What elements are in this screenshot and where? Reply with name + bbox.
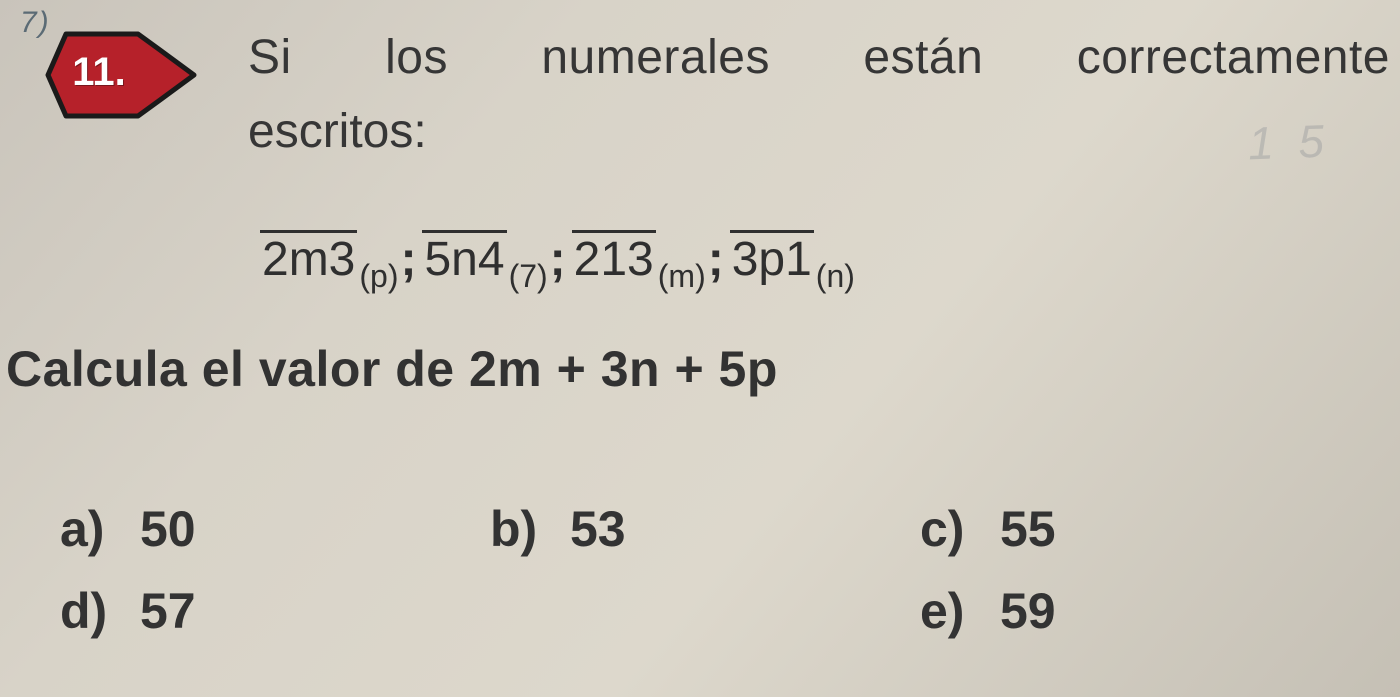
instruction-line: Calcula el valor de 2m + 3n + 5p bbox=[6, 340, 778, 398]
numeral-4: 3p1 (n) bbox=[730, 230, 855, 285]
prompt-line-2: escritos: bbox=[248, 104, 427, 159]
question-number-badge: 11. bbox=[42, 26, 198, 124]
numeral-body: 5n4 bbox=[422, 230, 506, 285]
separator: ; bbox=[548, 232, 572, 287]
option-e[interactable]: e) 59 bbox=[920, 582, 1350, 652]
option-value: 57 bbox=[140, 582, 196, 640]
option-letter: c) bbox=[920, 500, 974, 558]
option-letter: b) bbox=[490, 500, 544, 558]
option-letter: e) bbox=[920, 582, 974, 640]
option-value: 59 bbox=[1000, 582, 1056, 640]
numeral-sub: (n) bbox=[816, 258, 855, 295]
numeral-1: 2m3 (p) bbox=[260, 230, 398, 285]
numeral-sub: (7) bbox=[509, 258, 548, 295]
pencil-scribble: 1 5 bbox=[1247, 114, 1331, 171]
numeral-3: 213 (m) bbox=[572, 230, 706, 285]
question-number: 11. bbox=[42, 26, 156, 116]
numeral-body: 3p1 bbox=[730, 230, 814, 285]
exercise-page: 7) 11. Si los numerales están correctame… bbox=[0, 0, 1400, 697]
numeral-body: 2m3 bbox=[260, 230, 357, 285]
numerals-row: 2m3 (p) ; 5n4 (7) ; 213 (m) ; 3p1 (n) bbox=[260, 230, 855, 287]
option-a[interactable]: a) 50 bbox=[60, 500, 490, 570]
numeral-sub: (m) bbox=[658, 258, 706, 295]
option-letter: a) bbox=[60, 500, 114, 558]
option-letter: d) bbox=[60, 582, 114, 640]
prompt-word: están bbox=[863, 30, 983, 85]
option-value: 53 bbox=[570, 500, 626, 558]
prompt-word: correctamente bbox=[1077, 30, 1390, 85]
prompt-line-1: Si los numerales están correctamente bbox=[248, 30, 1390, 85]
prompt-word: Si bbox=[248, 30, 292, 85]
answer-options: a) 50 b) 53 c) 55 d) 57 e) 59 bbox=[60, 500, 1360, 652]
numeral-2: 5n4 (7) bbox=[422, 230, 547, 285]
option-c[interactable]: c) 55 bbox=[920, 500, 1350, 570]
numeral-sub: (p) bbox=[359, 258, 398, 295]
option-value: 50 bbox=[140, 500, 196, 558]
prompt-word: los bbox=[385, 30, 448, 85]
numeral-body: 213 bbox=[572, 230, 656, 285]
option-b[interactable]: b) 53 bbox=[490, 500, 920, 570]
separator: ; bbox=[398, 232, 422, 287]
prompt-word: numerales bbox=[541, 30, 770, 85]
option-value: 55 bbox=[1000, 500, 1056, 558]
option-d[interactable]: d) 57 bbox=[60, 582, 490, 652]
separator: ; bbox=[706, 232, 730, 287]
